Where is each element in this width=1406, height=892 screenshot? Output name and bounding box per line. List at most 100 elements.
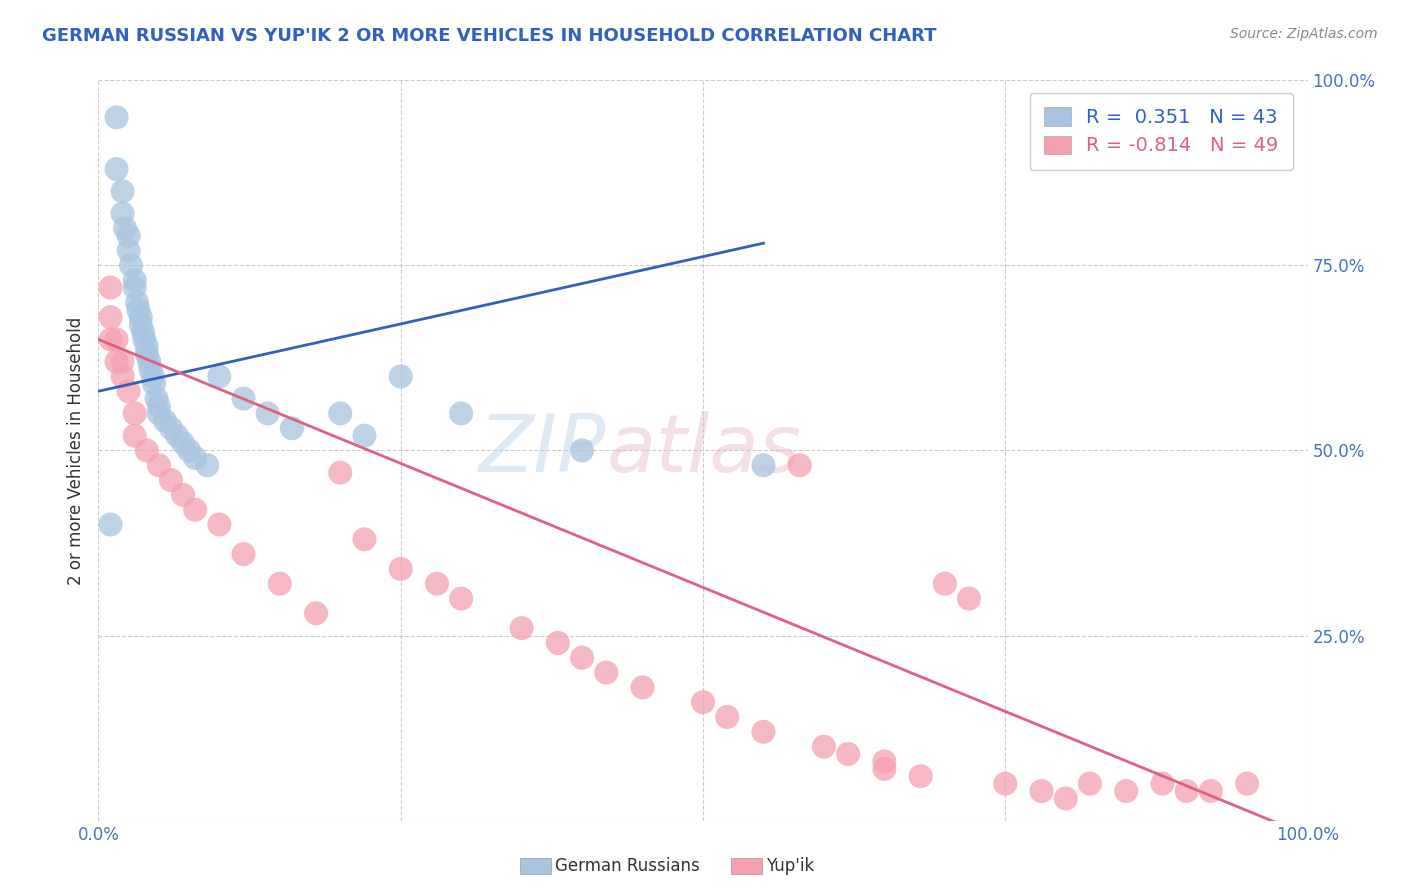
Point bbox=[129, 318, 152, 332]
Point bbox=[329, 466, 352, 480]
Point bbox=[873, 755, 896, 769]
Point bbox=[153, 414, 176, 428]
Point bbox=[1175, 784, 1198, 798]
Point bbox=[873, 762, 896, 776]
Point bbox=[129, 310, 152, 325]
Point bbox=[100, 310, 122, 325]
Point bbox=[547, 636, 569, 650]
Point bbox=[172, 436, 194, 450]
Point bbox=[305, 607, 328, 621]
Point bbox=[353, 428, 375, 442]
Point bbox=[124, 407, 146, 421]
Point bbox=[752, 458, 775, 473]
Point bbox=[124, 428, 146, 442]
Point bbox=[111, 184, 134, 198]
Point bbox=[208, 369, 231, 384]
Point bbox=[100, 280, 122, 294]
Point bbox=[114, 221, 136, 235]
Point bbox=[100, 332, 122, 346]
Point bbox=[1199, 784, 1222, 798]
Text: atlas: atlas bbox=[606, 411, 801, 490]
Point bbox=[127, 302, 149, 317]
Text: German Russians: German Russians bbox=[555, 857, 700, 875]
Legend: R =  0.351   N = 43, R = -0.814   N = 49: R = 0.351 N = 43, R = -0.814 N = 49 bbox=[1029, 93, 1292, 169]
Point bbox=[160, 421, 183, 435]
Point bbox=[195, 458, 218, 473]
Point bbox=[389, 562, 412, 576]
Point bbox=[716, 710, 738, 724]
Text: Yup'ik: Yup'ik bbox=[766, 857, 814, 875]
Point bbox=[179, 443, 201, 458]
Point bbox=[184, 450, 207, 465]
Point bbox=[813, 739, 835, 754]
Point bbox=[135, 340, 157, 354]
Point bbox=[1236, 776, 1258, 791]
Point bbox=[111, 206, 134, 220]
Y-axis label: 2 or more Vehicles in Household: 2 or more Vehicles in Household bbox=[66, 317, 84, 584]
Point bbox=[789, 458, 811, 473]
Point bbox=[1152, 776, 1174, 791]
Point bbox=[172, 488, 194, 502]
Point bbox=[120, 259, 142, 273]
Point bbox=[934, 576, 956, 591]
Point bbox=[281, 421, 304, 435]
Point bbox=[139, 362, 162, 376]
Point bbox=[994, 776, 1017, 791]
Point bbox=[124, 273, 146, 287]
Point bbox=[450, 591, 472, 606]
Point bbox=[142, 369, 165, 384]
Point bbox=[135, 443, 157, 458]
Point bbox=[105, 111, 128, 125]
Point bbox=[510, 621, 533, 635]
Point bbox=[595, 665, 617, 680]
Point bbox=[389, 369, 412, 384]
Text: ZIP: ZIP bbox=[479, 411, 606, 490]
Point bbox=[138, 354, 160, 368]
Point bbox=[118, 228, 141, 243]
Point bbox=[208, 517, 231, 532]
Point bbox=[145, 392, 167, 406]
Point bbox=[111, 354, 134, 368]
Point bbox=[105, 332, 128, 346]
Point bbox=[232, 547, 254, 561]
Point bbox=[134, 332, 156, 346]
Point bbox=[957, 591, 980, 606]
Point bbox=[124, 280, 146, 294]
Point bbox=[148, 399, 170, 413]
Point bbox=[631, 681, 654, 695]
Point bbox=[837, 747, 859, 761]
Point bbox=[232, 392, 254, 406]
Point bbox=[127, 295, 149, 310]
Point bbox=[1054, 791, 1077, 805]
Point bbox=[166, 428, 188, 442]
Point bbox=[184, 502, 207, 516]
Point bbox=[160, 473, 183, 487]
Point bbox=[111, 369, 134, 384]
Point bbox=[256, 407, 278, 421]
Point bbox=[1078, 776, 1101, 791]
Point bbox=[426, 576, 449, 591]
Point bbox=[571, 443, 593, 458]
Point bbox=[100, 517, 122, 532]
Point bbox=[910, 769, 932, 783]
Point bbox=[148, 407, 170, 421]
Point bbox=[132, 325, 155, 339]
Point bbox=[135, 347, 157, 361]
Point bbox=[450, 407, 472, 421]
Point bbox=[269, 576, 291, 591]
Point bbox=[752, 724, 775, 739]
Point bbox=[692, 695, 714, 709]
Text: Source: ZipAtlas.com: Source: ZipAtlas.com bbox=[1230, 27, 1378, 41]
Point bbox=[105, 354, 128, 368]
Text: GERMAN RUSSIAN VS YUP'IK 2 OR MORE VEHICLES IN HOUSEHOLD CORRELATION CHART: GERMAN RUSSIAN VS YUP'IK 2 OR MORE VEHIC… bbox=[42, 27, 936, 45]
Point bbox=[1031, 784, 1053, 798]
Point bbox=[148, 458, 170, 473]
Point bbox=[118, 244, 141, 258]
Point bbox=[143, 376, 166, 391]
Point bbox=[571, 650, 593, 665]
Point bbox=[1115, 784, 1137, 798]
Point bbox=[105, 162, 128, 177]
Point bbox=[353, 533, 375, 547]
Point bbox=[329, 407, 352, 421]
Point bbox=[118, 384, 141, 399]
